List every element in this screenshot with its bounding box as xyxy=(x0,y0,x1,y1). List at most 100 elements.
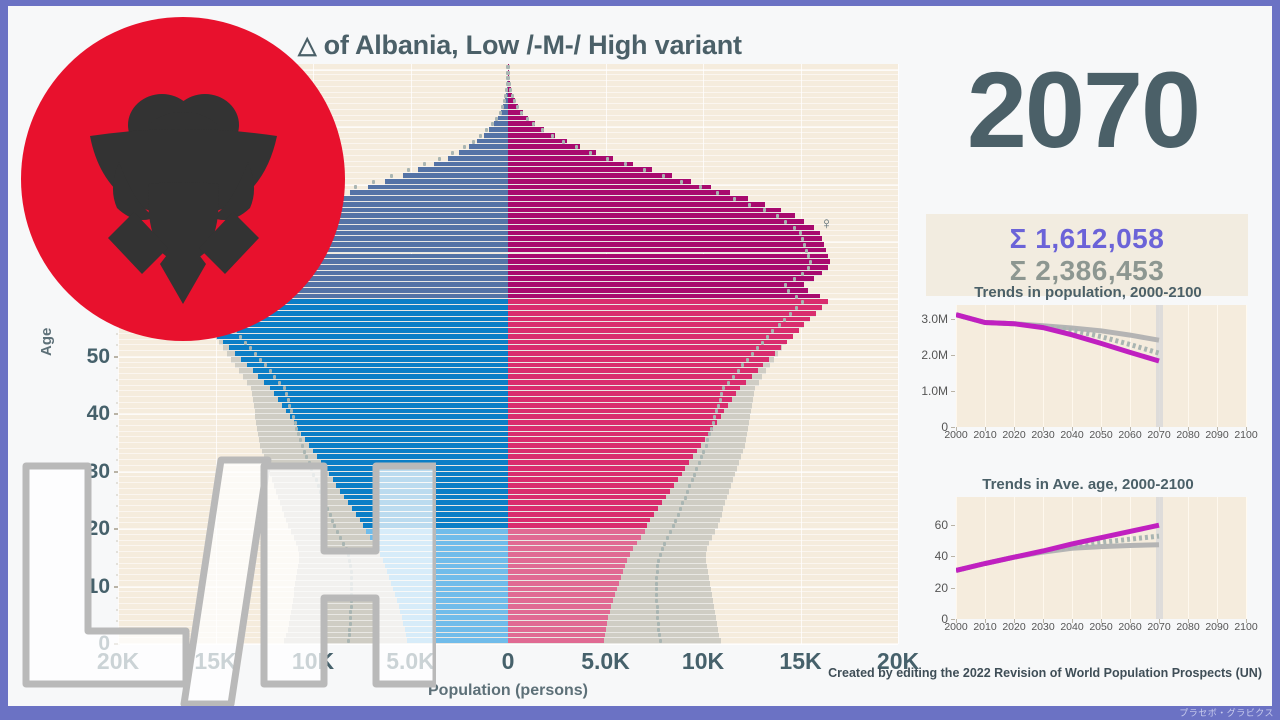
mini-chart-gridline xyxy=(956,497,957,619)
pyramid-bar-low-female xyxy=(508,425,713,431)
pyramid-row-separator xyxy=(118,126,898,128)
mini-chart-x-tick-label: 2020 xyxy=(1002,621,1026,633)
pyramid-age-row xyxy=(118,385,898,392)
pyramid-medium-variant-marker xyxy=(253,352,257,356)
pyramid-medium-variant-marker xyxy=(661,173,665,178)
mini-chart-x-tick-label: 2050 xyxy=(1089,621,1113,633)
pyramid-medium-variant-marker xyxy=(657,627,661,632)
pyramid-bar-low-female xyxy=(508,127,545,132)
pyramid-medium-variant-marker xyxy=(657,633,661,638)
pyramid-medium-variant-marker xyxy=(389,173,393,178)
pyramid-age-row xyxy=(118,632,898,639)
pyramid-row-separator xyxy=(118,476,898,478)
pyramid-age-row xyxy=(118,356,898,363)
pyramid-age-row xyxy=(118,437,898,443)
pyramid-bar-low-male xyxy=(498,115,508,121)
pyramid-medium-variant-marker xyxy=(438,156,442,161)
pyramid-age-row xyxy=(118,132,898,139)
pyramid-medium-variant-marker xyxy=(783,317,787,322)
pyramid-medium-variant-marker xyxy=(550,133,554,138)
pyramid-medium-variant-marker xyxy=(502,99,506,104)
mini-chart-x-tick-mark xyxy=(1159,619,1160,623)
pyramid-bar-low-female xyxy=(508,287,809,293)
pyramid-age-row xyxy=(118,580,898,587)
pyramid-medium-variant-marker xyxy=(678,507,682,512)
pyramid-bar-low-female xyxy=(508,385,741,391)
pyramid-age-row xyxy=(118,454,898,461)
pyramid-row-separator xyxy=(118,419,898,421)
pyramid-bar-low-female xyxy=(508,328,799,333)
trends-population-chart: Trends in population, 2000-2100 0 1.0M 2.0… xyxy=(908,284,1268,443)
pyramid-bar-low-male xyxy=(400,609,508,615)
current-year-marker xyxy=(1156,305,1163,427)
triangle-icon: △ xyxy=(298,32,317,59)
pyramid-row-separator xyxy=(118,292,898,294)
pyramid-medium-variant-marker xyxy=(605,156,609,161)
pyramid-y-tick-label: 40 xyxy=(86,402,110,426)
pyramid-row-separator xyxy=(118,200,898,202)
pyramid-medium-variant-marker xyxy=(471,139,475,144)
mini-chart-x-tick-mark xyxy=(1246,619,1247,623)
pyramid-row-separator xyxy=(118,241,898,242)
pyramid-age-row xyxy=(118,293,898,300)
mini-chart-y-tick-label: 0 xyxy=(941,612,948,626)
pyramid-row-separator xyxy=(118,378,898,380)
mini-chart-x-tick-mark xyxy=(1014,619,1015,623)
pyramid-bar-low-female xyxy=(508,104,519,109)
pyramid-age-row xyxy=(118,236,898,242)
pyramid-age-row xyxy=(118,638,898,644)
pyramid-medium-variant-marker xyxy=(512,99,516,104)
pyramid-age-row xyxy=(118,184,898,191)
pyramid-age-row xyxy=(118,506,898,512)
pyramid-medium-variant-marker xyxy=(741,363,745,368)
pyramid-row-separator xyxy=(118,574,898,576)
pyramid-bar-low-female xyxy=(508,161,633,167)
pyramid-bar-low-male xyxy=(281,213,508,219)
pyramid-bar-low-male xyxy=(213,270,508,276)
pyramid-medium-variant-marker xyxy=(732,196,736,201)
pyramid-bar-low-female xyxy=(508,150,596,155)
pyramid-medium-variant-marker xyxy=(349,593,353,598)
pyramid-row-separator xyxy=(118,430,898,432)
pyramid-age-row xyxy=(118,247,898,254)
mini-chart-x-tick-mark xyxy=(956,427,957,431)
mini-chart-x-tick-label: 2000 xyxy=(944,621,968,633)
pyramid-row-separator xyxy=(118,68,898,70)
pyramid-medium-variant-marker xyxy=(802,242,806,247)
pyramid-row-separator xyxy=(118,384,898,386)
pyramid-row-separator xyxy=(118,608,898,610)
mini-chart-x-tick-mark xyxy=(1014,427,1015,431)
pyramid-row-separator xyxy=(118,114,898,116)
pyramid-bar-low-female xyxy=(508,471,682,477)
pyramid-age-row xyxy=(118,161,898,168)
pyramid-medium-variant-marker xyxy=(787,288,791,293)
pyramid-gridline xyxy=(118,644,898,645)
pyramid-row-separator xyxy=(118,166,898,168)
mini-chart-y-tick-label: 0 xyxy=(941,420,948,434)
pyramid-medium-variant-marker xyxy=(510,93,514,98)
pyramid-row-separator xyxy=(118,413,898,415)
pyramid-bar-low-female xyxy=(508,500,663,506)
pyramid-bar-low-female xyxy=(508,236,822,241)
mini-chart-x-tick-label: 2010 xyxy=(973,429,997,441)
trends-population-plot: 0 1.0M 2.0M 3.0M 2000 2010 2020 2030 2040 2050 206… xyxy=(908,305,1268,443)
pyramid-row-separator xyxy=(118,367,898,369)
pyramid-age-row xyxy=(118,138,898,145)
pyramid-medium-variant-marker xyxy=(656,564,660,569)
mini-chart-x-tick-mark xyxy=(1043,427,1044,431)
trends-average-age-chart: Trends in Ave. age, 2000-2100 0 20 40 60 200… xyxy=(908,476,1268,635)
pyramid-age-row xyxy=(118,540,898,547)
pyramid-medium-variant-marker xyxy=(328,512,332,517)
pyramid-medium-variant-marker xyxy=(704,443,708,448)
pyramid-bar-low-female xyxy=(508,598,614,603)
publisher-watermark: プラセボ・グラビクス xyxy=(1179,708,1274,718)
pyramid-bar-low-female xyxy=(508,494,666,500)
pyramid-medium-variant-marker xyxy=(506,64,510,69)
pyramid-age-row xyxy=(118,322,898,329)
pyramid-row-separator xyxy=(118,338,898,340)
pyramid-bar-low-male xyxy=(258,374,508,379)
pyramid-age-row xyxy=(118,483,898,489)
pyramid-age-row xyxy=(118,242,898,248)
pyramid-medium-variant-marker xyxy=(748,202,752,207)
pyramid-row-separator xyxy=(118,212,898,214)
